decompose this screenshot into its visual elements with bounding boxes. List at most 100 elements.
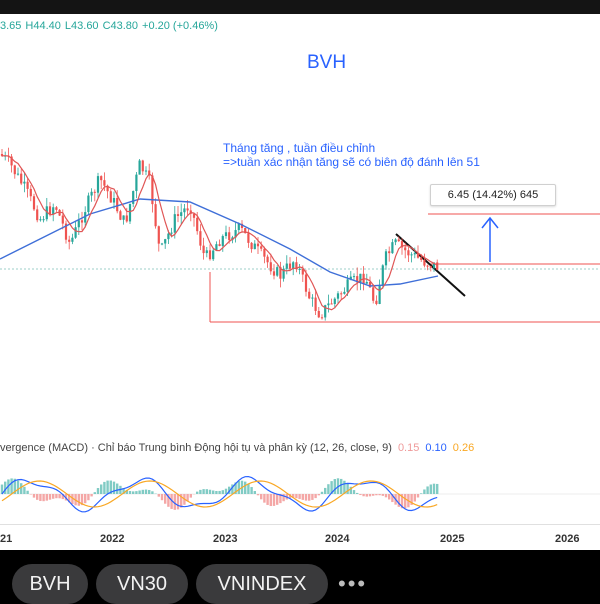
candle-body <box>180 212 182 216</box>
year-label: 2025 <box>440 533 464 545</box>
macd-histogram-bar <box>36 494 38 500</box>
macd-histogram-bar <box>346 484 348 494</box>
candle-body <box>404 247 406 250</box>
candle-body <box>225 232 227 236</box>
time-axis[interactable]: 21 2022 2023 2024 2025 2026 <box>0 524 600 550</box>
candle-body <box>39 219 41 220</box>
candle-body <box>43 219 45 220</box>
candle-body <box>238 224 240 230</box>
macd-histogram-bar <box>276 494 278 505</box>
candle-body <box>347 279 349 291</box>
candle-body <box>251 243 253 249</box>
macd-histogram-bar <box>100 484 102 494</box>
price-range-label[interactable]: 6.45 (14.42%) 645 <box>430 184 556 206</box>
candle-body <box>257 244 259 247</box>
macd-histogram-bar <box>132 491 134 494</box>
tab-vn30[interactable]: VN30 <box>96 564 188 604</box>
macd-histogram-bar <box>209 490 211 494</box>
candle-body <box>119 211 121 220</box>
candle-body <box>263 249 265 257</box>
candle-body <box>164 239 166 243</box>
macd-legend-title: vergence (MACD) · Chỉ báo Trung bình Độn… <box>0 442 392 454</box>
candle-body <box>427 266 429 267</box>
candle-body <box>126 215 128 221</box>
candle-body <box>391 242 393 253</box>
macd-histogram-bar <box>311 494 313 500</box>
macd-histogram-bar <box>254 491 256 494</box>
macd-histogram-bar <box>4 482 6 494</box>
macd-histogram-bar <box>423 489 425 494</box>
annotation-line-2[interactable]: =>tuần xác nhận tăng sẽ có biên độ đánh … <box>223 155 480 169</box>
year-label: 2022 <box>100 533 124 545</box>
candle-body <box>75 227 77 237</box>
macd-histogram-bar <box>353 490 355 494</box>
candle-body <box>366 282 368 284</box>
macd-histogram-bar <box>314 494 316 498</box>
macd-histogram-bar <box>404 494 406 508</box>
tab-vnindex[interactable]: VNINDEX <box>196 564 328 604</box>
macd-histogram-bar <box>90 494 92 496</box>
candle-body <box>36 209 38 220</box>
macd-histogram-bar <box>334 479 336 494</box>
tab-bvh[interactable]: BVH <box>12 564 88 604</box>
macd-histogram-bar <box>23 487 25 494</box>
downtrend-line[interactable] <box>396 234 465 296</box>
candle-body <box>289 264 291 269</box>
candle-body <box>315 298 317 311</box>
macd-histogram-bar <box>161 494 163 500</box>
macd-histogram-bar <box>356 493 358 494</box>
candle-body <box>27 182 29 189</box>
macd-histogram-bar <box>420 493 422 494</box>
year-label: 21 <box>0 533 12 545</box>
candle-body <box>331 303 333 304</box>
candle-body <box>430 266 432 268</box>
macd-histogram-bar <box>324 488 326 494</box>
macd-histogram-bar <box>218 491 220 494</box>
candle-body <box>420 258 422 260</box>
candle-body <box>311 298 313 299</box>
macd-histogram-bar <box>145 490 147 494</box>
candle-body <box>142 161 144 172</box>
candle-body <box>423 260 425 266</box>
price-chart-canvas[interactable] <box>0 14 600 550</box>
candle-body <box>299 269 301 270</box>
macd-histogram-bar <box>257 494 259 495</box>
macd-histogram-bar <box>247 484 249 494</box>
candle-body <box>203 246 205 253</box>
year-label: 2023 <box>213 533 237 545</box>
more-options-icon[interactable]: ••• <box>338 564 367 604</box>
candle-body <box>321 317 323 318</box>
candle-body <box>177 214 179 216</box>
macd-histogram-bar <box>266 494 268 505</box>
macd-histogram-bar <box>46 494 48 501</box>
top-status-strip <box>0 0 600 14</box>
macd-value-hist: 0.15 <box>398 442 419 454</box>
candle-body <box>81 220 83 222</box>
candle-body <box>161 243 163 244</box>
macd-histogram-bar <box>17 480 19 494</box>
candle-body <box>97 176 99 193</box>
candle-body <box>103 180 105 186</box>
candle-body <box>68 240 70 242</box>
annotation-line-1[interactable]: Tháng tăng , tuần điều chỉnh <box>223 141 375 155</box>
macd-histogram-bar <box>58 494 60 498</box>
macd-histogram-bar <box>318 494 320 495</box>
macd-histogram-bar <box>97 488 99 494</box>
candle-body <box>308 292 310 299</box>
candle-body <box>135 175 137 191</box>
candle-body <box>318 311 320 317</box>
macd-histogram-bar <box>84 494 86 503</box>
candle-body <box>110 191 112 202</box>
macd-histogram-bar <box>375 494 377 495</box>
macd-histogram-bar <box>129 491 131 494</box>
macd-histogram-bar <box>382 494 384 496</box>
candle-body <box>411 254 413 255</box>
candle-body <box>113 198 115 203</box>
macd-histogram-bar <box>260 494 262 499</box>
macd-value-macd: 0.10 <box>425 442 446 454</box>
candle-body <box>260 246 262 248</box>
macd-legend[interactable]: vergence (MACD) · Chỉ báo Trung bình Độn… <box>0 442 474 454</box>
candle-body <box>436 262 438 269</box>
